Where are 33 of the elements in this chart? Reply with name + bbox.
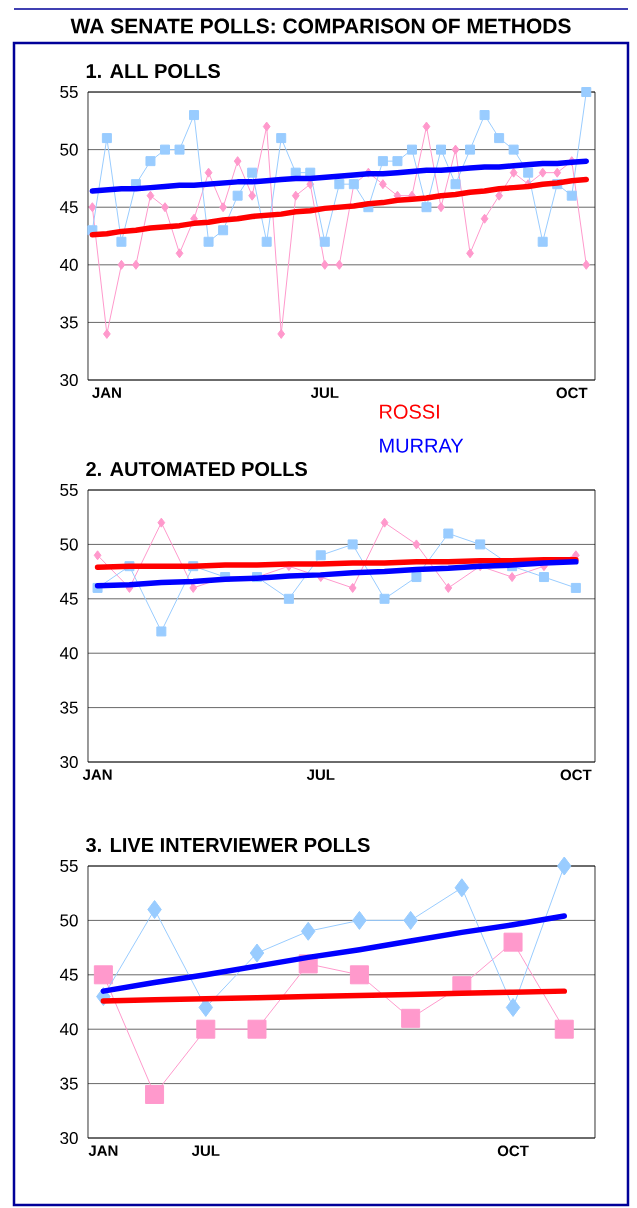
text: MURRAY — [380, 438, 464, 453]
x-tick-label: OCT — [497, 1145, 529, 1157]
x-tick-label: JUL — [191, 1145, 220, 1156]
y-tick-label: 40 — [59, 647, 78, 660]
y-tick-label: 45 — [59, 201, 78, 214]
y-tick-label: 50 — [60, 143, 78, 156]
y-tick-label: 40 — [59, 1023, 78, 1036]
chart-title: 2. AUTOMATED POLLS — [86, 461, 307, 477]
y-tick-label: 55 — [60, 86, 78, 98]
y-tick-label: 50 — [60, 538, 78, 551]
y-tick-label: 55 — [60, 484, 78, 496]
x-tick-label: OCT — [556, 387, 588, 399]
y-tick-label: 35 — [60, 701, 78, 714]
x-tick-label: JUL — [310, 387, 339, 399]
chart-title: WA SENATE POLLS: COMPARISON OF METHODS — [70, 18, 571, 34]
y-tick-label: 45 — [59, 968, 78, 981]
chart-subtitle: 1. ALL POLLS — [86, 63, 220, 79]
y-tick-label: 30 — [60, 1131, 78, 1145]
y-tick-label: 40 — [59, 258, 78, 271]
y-tick-label: 50 — [60, 914, 78, 927]
x-tick-label: JAN — [92, 387, 121, 399]
y-tick-label: 35 — [60, 1077, 78, 1090]
chart-title: 3. LIVE INTERVIEWER POLLS — [85, 837, 370, 853]
x-tick-label: JUL — [306, 769, 335, 780]
text: ROSSI — [380, 404, 439, 419]
y-tick-label: 55 — [60, 860, 78, 872]
y-tick-label: 30 — [60, 755, 78, 769]
y-tick-label: 45 — [59, 592, 78, 605]
y-tick-label: 30 — [60, 373, 78, 387]
y-tick-label: 35 — [60, 316, 78, 329]
x-tick-label: JAN — [88, 1145, 118, 1156]
x-tick-label: JAN — [82, 769, 112, 780]
x-tick-label: OCT — [560, 769, 592, 781]
